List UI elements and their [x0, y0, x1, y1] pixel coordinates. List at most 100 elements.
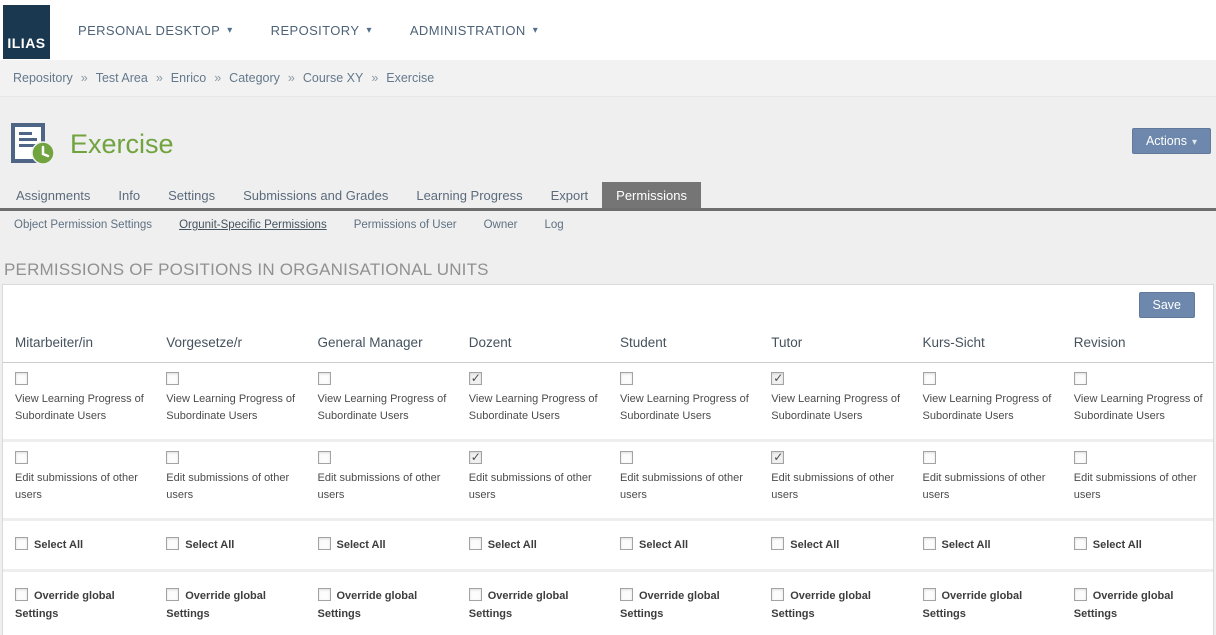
breadcrumb-separator: » — [214, 71, 222, 85]
checkbox-tutor-view-learning-progress-of-subordinate-users[interactable] — [771, 371, 785, 385]
checkbox-tutor-override-global-settings[interactable] — [771, 588, 785, 601]
subtab-orgunit-specific-permissions[interactable]: Orgunit-Specific Permissions — [179, 219, 327, 231]
checkbox-kurs-sicht-edit-submissions-of-other-users[interactable] — [922, 451, 936, 464]
subtab-object-permission-settings[interactable]: Object Permission Settings — [14, 219, 153, 231]
permission-label: Override global Settings — [771, 590, 871, 620]
checkbox-revision-override-global-settings[interactable] — [1073, 588, 1087, 601]
checkbox-student-select-all[interactable] — [620, 537, 633, 550]
table-row-override-global-settings: Override global Settings Override global … — [3, 572, 1213, 635]
checkbox-student-view-learning-progress-of-subordinate-users[interactable] — [620, 372, 633, 385]
tab-export[interactable]: Export — [550, 188, 589, 203]
checkbox-tutor-select-all[interactable] — [771, 537, 785, 550]
cell-mitarbeiter-in-override-global-settings: Override global Settings — [3, 572, 154, 635]
checkbox-mitarbeiter-in-select-all[interactable] — [15, 537, 28, 550]
checkbox-mitarbeiter-in-edit-submissions-of-other-users[interactable] — [15, 451, 28, 464]
menu-item-administration[interactable]: ADMINISTRATION ▾ — [410, 23, 538, 38]
permission-label: Select All — [1092, 539, 1142, 551]
table-header-row: Mitarbeiter/in Vorgesetze/r General Manage… — [3, 325, 1213, 363]
cell-tutor-edit-submissions-of-other-users: Edit submissions of other users — [759, 442, 910, 518]
column-header-vorgesetze-r: Vorgesetze/r — [166, 335, 243, 350]
tab-learning-progress[interactable]: Learning Progress — [416, 188, 523, 203]
cell-dozent-view-learning-progress-of-subordinate-users: View Learning Progress of Subordinate Us… — [457, 363, 608, 439]
checkbox-general-manager-override-global-settings[interactable] — [317, 588, 331, 601]
checkbox-dozent-edit-submissions-of-other-users[interactable] — [468, 450, 482, 464]
checkbox-kurs-sicht-select-all[interactable] — [922, 537, 936, 550]
tab-submissions-and-grades[interactable]: Submissions and Grades — [243, 188, 389, 203]
cell-dozent-select-all: Select All — [457, 521, 608, 569]
subtab-permissions-of-user[interactable]: Permissions of User — [353, 219, 457, 231]
column-header-student: Student — [620, 335, 667, 350]
permission-label: Override global Settings — [317, 590, 418, 620]
command-row-top: Save — [3, 285, 1213, 325]
permission-label: Override global Settings — [468, 590, 569, 620]
menu-item-repository[interactable]: REPOSITORY ▾ — [271, 23, 372, 38]
checkbox-dozent-view-learning-progress-of-subordinate-users[interactable] — [468, 371, 482, 385]
tab-assignments[interactable]: Assignments — [16, 188, 91, 203]
save-button-top[interactable]: Save — [1138, 292, 1195, 318]
breadcrumb-link-exercise[interactable]: Exercise — [386, 71, 435, 85]
permission-label: View Learning Progress of Subordinate Us… — [166, 393, 296, 422]
column-header-dozent: Dozent — [468, 335, 512, 350]
cell-revision-edit-submissions-of-other-users: Edit submissions of other users — [1062, 442, 1213, 518]
checkbox-revision-select-all[interactable] — [1073, 537, 1087, 550]
tab-info[interactable]: Info — [118, 188, 141, 203]
subtab-log[interactable]: Log — [544, 219, 564, 231]
caret-down-icon: ▾ — [1191, 137, 1197, 148]
breadcrumb-link-category[interactable]: Category — [229, 71, 280, 85]
page-title: Exercise — [70, 128, 174, 159]
permission-label: Edit submissions of other users — [15, 472, 138, 501]
cell-vorgesetze-r-edit-submissions-of-other-users: Edit submissions of other users — [154, 442, 305, 518]
checkbox-kurs-sicht-view-learning-progress-of-subordinate-users[interactable] — [922, 372, 936, 385]
checkbox-vorgesetze-r-edit-submissions-of-other-users[interactable] — [166, 451, 180, 464]
checkbox-vorgesetze-r-override-global-settings[interactable] — [166, 588, 180, 601]
permission-label: Override global Settings — [15, 590, 115, 620]
breadcrumb-separator: » — [287, 71, 295, 85]
cell-revision-override-global-settings: Override global Settings — [1062, 572, 1213, 635]
permission-label: Select All — [34, 539, 84, 551]
cell-student-edit-submissions-of-other-users: Edit submissions of other users — [608, 442, 759, 518]
checkbox-dozent-select-all[interactable] — [468, 537, 482, 550]
cell-student-override-global-settings: Override global Settings — [608, 572, 759, 635]
checkbox-vorgesetze-r-view-learning-progress-of-subordinate-users[interactable] — [166, 372, 180, 385]
cell-tutor-view-learning-progress-of-subordinate-users: View Learning Progress of Subordinate Us… — [759, 363, 910, 439]
cell-revision-view-learning-progress-of-subordinate-users: View Learning Progress of Subordinate Us… — [1062, 363, 1213, 439]
caret-down-icon: ▾ — [366, 24, 372, 36]
permission-label: Select All — [185, 539, 235, 551]
checkbox-mitarbeiter-in-view-learning-progress-of-subordinate-users[interactable] — [15, 372, 28, 385]
checkbox-general-manager-select-all[interactable] — [317, 537, 331, 550]
tab-bar: Assignments Info Settings Submissions and G… — [0, 182, 1216, 211]
cell-dozent-edit-submissions-of-other-users: Edit submissions of other users — [457, 442, 608, 518]
breadcrumb-link-enrico[interactable]: Enrico — [170, 71, 207, 85]
table-body: View Learning Progress of Subordinate Us… — [3, 363, 1213, 635]
checkbox-student-override-global-settings[interactable] — [620, 588, 633, 601]
breadcrumb-link-course-xy[interactable]: Course XY — [302, 71, 364, 85]
menu-item-personal-desktop[interactable]: PERSONAL DESKTOP ▾ — [78, 23, 233, 38]
breadcrumb-link-repository[interactable]: Repository — [13, 71, 73, 85]
column-header-kurs-sicht: Kurs-Sicht — [922, 335, 985, 350]
tab-permissions[interactable]: Permissions — [602, 182, 701, 208]
permissions-table: Save Mitarbeiter/in Vorgesetze/r General M… — [2, 284, 1214, 635]
checkbox-dozent-override-global-settings[interactable] — [468, 588, 482, 601]
breadcrumb-link-test-area[interactable]: Test Area — [95, 71, 148, 85]
checkbox-revision-edit-submissions-of-other-users[interactable] — [1073, 451, 1087, 464]
tab-settings[interactable]: Settings — [168, 188, 216, 203]
checkbox-student-edit-submissions-of-other-users[interactable] — [620, 451, 633, 464]
checkbox-kurs-sicht-override-global-settings[interactable] — [922, 588, 936, 601]
cell-student-select-all: Select All — [608, 521, 759, 569]
cell-kurs-sicht-edit-submissions-of-other-users: Edit submissions of other users — [911, 442, 1062, 518]
column-header-mitarbeiter-in: Mitarbeiter/in — [15, 335, 94, 350]
ilias-logo[interactable]: ILIAS — [3, 4, 50, 59]
cell-mitarbeiter-in-select-all: Select All — [3, 521, 154, 569]
cell-vorgesetze-r-select-all: Select All — [154, 521, 305, 569]
checkbox-revision-view-learning-progress-of-subordinate-users[interactable] — [1073, 372, 1087, 385]
actions-button[interactable]: Actions ▾ — [1131, 128, 1211, 154]
subtab-owner[interactable]: Owner — [483, 219, 518, 231]
checkbox-tutor-edit-submissions-of-other-users[interactable] — [771, 450, 785, 464]
table-row-view-learning-progress-of-subordinate-users: View Learning Progress of Subordinate Us… — [3, 363, 1213, 442]
checkbox-vorgesetze-r-select-all[interactable] — [166, 537, 180, 550]
checkbox-general-manager-view-learning-progress-of-subordinate-users[interactable] — [317, 372, 331, 385]
permission-label: Select All — [790, 539, 840, 551]
checkbox-general-manager-edit-submissions-of-other-users[interactable] — [317, 451, 331, 464]
checkbox-mitarbeiter-in-override-global-settings[interactable] — [15, 588, 28, 601]
permission-label: Select All — [941, 539, 991, 551]
